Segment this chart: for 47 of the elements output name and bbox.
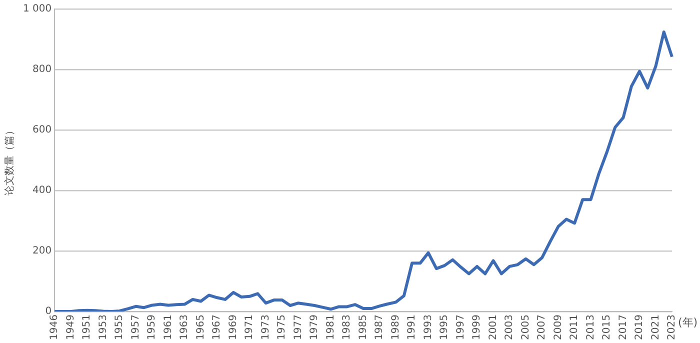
x-tick-label: 1949 — [65, 314, 76, 340]
x-tick-label: 1981 — [325, 314, 336, 340]
y-axis-title: 论文数量（篇） — [4, 125, 16, 196]
x-tick-label: 1975 — [276, 314, 288, 340]
x-axis-title: (年) — [678, 316, 698, 329]
x-tick-label: 1985 — [358, 314, 369, 340]
x-tick-label: 1993 — [422, 314, 434, 340]
x-tick-label: 2009 — [552, 314, 564, 340]
x-tick-label: 2021 — [650, 314, 662, 340]
x-tick-label: 1991 — [406, 314, 418, 340]
x-tick-label: 2015 — [602, 314, 613, 340]
x-tick-label: 2019 — [634, 314, 646, 340]
x-tick-label: 2003 — [504, 314, 516, 340]
x-tick-label: 1967 — [212, 314, 223, 340]
x-tick-label: 1961 — [162, 314, 174, 340]
x-tick-label: 2005 — [520, 314, 532, 340]
y-tick-label: 0 — [45, 306, 52, 318]
x-tick-label: 1969 — [228, 314, 239, 340]
x-tick-label: 2017 — [618, 314, 629, 340]
y-tick-label: 200 — [32, 246, 52, 257]
y-tick-label: 400 — [32, 185, 52, 196]
x-tick-label: 1955 — [114, 314, 126, 340]
x-tick-label: 1989 — [390, 314, 402, 340]
x-tick-label: 1957 — [130, 314, 142, 340]
x-tick-label: 1987 — [374, 314, 386, 340]
x-tick-label: 2023 — [666, 314, 678, 340]
x-tick-label: 2011 — [569, 314, 580, 340]
x-tick-label: 1951 — [82, 314, 93, 340]
x-tick-label: 1953 — [98, 314, 109, 340]
x-tick-label: 2001 — [488, 314, 499, 340]
x-tick-label: 1983 — [342, 314, 353, 340]
x-tick-label: 2013 — [585, 314, 596, 340]
x-tick-label: 1959 — [146, 314, 158, 340]
x-tick-label: 1946 — [49, 314, 60, 340]
x-tick-label: 1995 — [439, 314, 450, 340]
y-tick-label: 600 — [32, 124, 52, 136]
y-tick-label: 800 — [32, 64, 52, 76]
x-tick-label: 1971 — [244, 314, 256, 340]
x-tick-label: 1965 — [195, 314, 206, 340]
x-tick-label: 1997 — [455, 314, 466, 340]
x-tick-label: 1973 — [260, 314, 272, 340]
x-tick-label: 1977 — [292, 314, 304, 340]
x-tick-label: 1979 — [309, 314, 320, 340]
y-tick-label: 1 000 — [22, 4, 52, 15]
x-tick-label: 2007 — [536, 314, 548, 340]
x-tick-label: 1999 — [472, 314, 483, 340]
x-tick-label: 1963 — [179, 314, 190, 340]
